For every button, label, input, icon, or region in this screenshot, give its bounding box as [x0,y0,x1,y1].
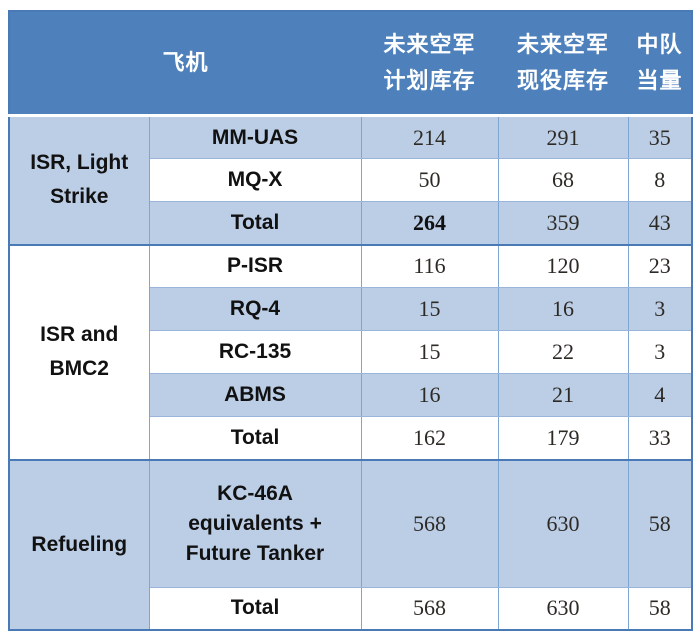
table-row: Refueling KC-46A equivalents + Future Ta… [8,458,693,630]
table-row: MQ-X 50 68 8 [9,158,693,202]
active-value-cell: 120 [497,243,629,288]
table-row: ISR, Light Strike MM-UAS 214 291 35 [8,115,693,245]
header-squadron-equivalent: 中队 当量 [628,11,693,117]
table-row: ABMS 16 21 4 [9,373,693,417]
total-label-cell: Total [148,416,362,460]
header-active-line1: 未来空军 [517,32,610,57]
active-value-cell: 21 [497,373,629,417]
squadron-value-cell: 8 [627,158,693,202]
planned-value-cell: 264 [360,201,499,245]
header-planned-inventory: 未来空军 计划库存 [361,11,499,117]
squadron-value-cell: 3 [627,287,693,331]
planned-value-cell: 568 [360,458,499,588]
total-row: Total 264 359 43 [9,201,693,245]
active-value-cell: 22 [497,330,629,374]
table-row: RQ-4 15 16 3 [9,287,693,331]
header-squadron-line2: 当量 [636,68,683,93]
header-row: 飞机 未来空军 计划库存 未来空军 现役库存 中队 当量 [9,11,693,117]
squadron-value-cell: 43 [627,201,693,245]
active-value-cell: 179 [497,416,629,460]
aircraft-name-cell: RQ-4 [148,287,362,331]
planned-value-cell: 162 [360,416,499,460]
header-active-line2: 现役库存 [517,68,610,93]
group-label-isr-light-strike: ISR, Light Strike [8,115,150,245]
active-value-cell: 291 [497,115,629,159]
header-planned-line1: 未来空军 [383,32,476,57]
table-row: ISR and BMC2 P-ISR 116 120 23 [8,243,693,460]
planned-value-cell: 15 [360,330,499,374]
active-value-cell: 359 [497,201,629,245]
squadron-value-cell: 58 [627,458,693,588]
header-squadron-line1: 中队 [636,32,683,57]
squadron-value-cell: 35 [627,115,693,159]
active-value-cell: 16 [497,287,629,331]
aircraft-name-cell: RC-135 [148,330,362,374]
group-label-refueling: Refueling [8,458,150,630]
planned-value-cell: 568 [360,587,499,630]
group-label-isr-and-bmc2: ISR and BMC2 [8,243,150,460]
planned-value-cell: 16 [360,373,499,417]
table-row: RC-135 15 22 3 [9,330,693,374]
aircraft-name-line: Future Tanker [185,541,325,565]
aircraft-name-cell: MM-UAS [148,115,362,159]
header-active-inventory: 未来空军 现役库存 [498,11,629,117]
active-value-cell: 630 [497,458,629,588]
total-label-cell: Total [148,587,362,630]
aircraft-inventory-table: 飞机 未来空军 计划库存 未来空军 现役库存 中队 当量 ISR, Ligh [8,10,694,631]
total-row: Total 568 630 58 [9,587,693,630]
planned-value-cell: 50 [360,158,499,202]
active-value-cell: 68 [497,158,629,202]
squadron-value-cell: 58 [627,587,693,630]
header-aircraft-label: 飞机 [162,50,209,75]
header-planned-line2: 计划库存 [383,68,476,93]
aircraft-name-line: equivalents + [188,511,322,535]
planned-value-cell: 15 [360,287,499,331]
active-value-cell: 630 [497,587,629,630]
total-row: Total 162 179 33 [9,416,693,460]
aircraft-name-cell: ABMS [148,373,362,417]
total-label-cell: Total [148,201,362,245]
header-aircraft: 飞机 [9,11,362,117]
aircraft-name-cell: KC-46A equivalents + Future Tanker [148,458,362,588]
squadron-value-cell: 4 [627,373,693,417]
aircraft-name-line: KC-46A [217,481,293,505]
squadron-value-cell: 33 [627,416,693,460]
squadron-value-cell: 3 [627,330,693,374]
aircraft-name-cell: MQ-X [148,158,362,202]
squadron-value-cell: 23 [627,243,693,288]
planned-value-cell: 214 [360,115,499,159]
planned-value-cell: 116 [360,243,499,288]
aircraft-name-cell: P-ISR [148,243,362,288]
